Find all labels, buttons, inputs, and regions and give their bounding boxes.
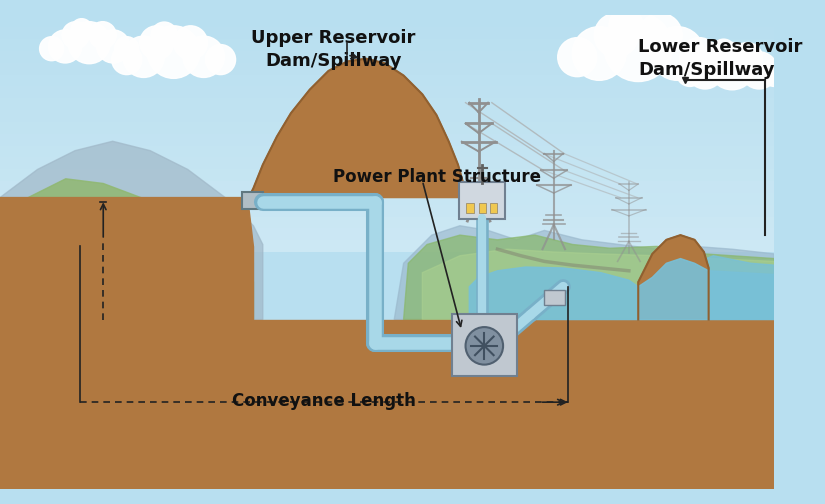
FancyBboxPatch shape [0, 240, 775, 252]
Polygon shape [0, 246, 775, 488]
Circle shape [465, 327, 503, 364]
FancyBboxPatch shape [0, 63, 775, 75]
Circle shape [680, 38, 719, 77]
Polygon shape [422, 249, 775, 320]
Polygon shape [403, 235, 775, 320]
FancyBboxPatch shape [0, 75, 775, 86]
FancyBboxPatch shape [0, 205, 775, 217]
Circle shape [97, 30, 130, 63]
FancyBboxPatch shape [0, 122, 775, 134]
Text: Power Plant Structure: Power Plant Structure [333, 167, 541, 185]
Circle shape [639, 13, 682, 57]
Circle shape [111, 44, 142, 75]
Circle shape [183, 36, 224, 78]
Circle shape [702, 42, 732, 73]
Circle shape [68, 22, 111, 64]
Circle shape [40, 37, 64, 60]
Circle shape [594, 13, 639, 57]
FancyBboxPatch shape [0, 98, 775, 110]
Circle shape [151, 22, 177, 48]
Circle shape [558, 38, 596, 77]
Circle shape [604, 13, 672, 82]
Circle shape [173, 26, 207, 59]
Circle shape [686, 52, 724, 89]
Circle shape [123, 36, 164, 78]
Circle shape [732, 42, 762, 73]
FancyBboxPatch shape [478, 203, 486, 213]
Circle shape [49, 30, 82, 63]
FancyBboxPatch shape [0, 146, 775, 157]
FancyBboxPatch shape [243, 192, 263, 209]
FancyBboxPatch shape [0, 169, 775, 181]
FancyBboxPatch shape [452, 314, 516, 376]
Circle shape [205, 44, 236, 75]
FancyBboxPatch shape [0, 193, 775, 205]
FancyBboxPatch shape [0, 86, 775, 98]
Text: Upper Reservoir
Dam/Spillway: Upper Reservoir Dam/Spillway [251, 29, 415, 70]
Circle shape [609, 9, 644, 42]
Text: Lower Reservoir
Dam/Spillway: Lower Reservoir Dam/Spillway [639, 38, 803, 79]
FancyBboxPatch shape [466, 203, 474, 213]
Circle shape [676, 59, 704, 86]
Circle shape [650, 27, 704, 80]
Polygon shape [0, 179, 253, 320]
FancyBboxPatch shape [0, 16, 775, 488]
Circle shape [89, 22, 116, 49]
Polygon shape [469, 259, 775, 320]
Circle shape [741, 52, 778, 89]
Circle shape [62, 22, 89, 49]
FancyBboxPatch shape [460, 182, 506, 219]
FancyBboxPatch shape [490, 203, 497, 213]
Circle shape [712, 39, 735, 63]
Polygon shape [0, 198, 253, 246]
FancyBboxPatch shape [0, 228, 775, 240]
Polygon shape [0, 246, 253, 320]
Circle shape [140, 26, 173, 59]
FancyBboxPatch shape [0, 181, 775, 193]
Polygon shape [394, 226, 775, 320]
Polygon shape [695, 256, 775, 320]
Circle shape [71, 19, 92, 40]
Circle shape [573, 27, 626, 80]
Polygon shape [0, 141, 263, 320]
Polygon shape [248, 58, 469, 198]
Circle shape [709, 42, 756, 90]
Polygon shape [639, 235, 709, 320]
Circle shape [148, 26, 200, 78]
FancyBboxPatch shape [0, 110, 775, 122]
FancyBboxPatch shape [0, 157, 775, 169]
Circle shape [115, 37, 139, 60]
Text: Conveyance Length: Conveyance Length [232, 392, 416, 410]
FancyBboxPatch shape [0, 217, 775, 228]
FancyBboxPatch shape [544, 290, 565, 305]
FancyBboxPatch shape [0, 134, 775, 146]
Circle shape [761, 59, 788, 86]
